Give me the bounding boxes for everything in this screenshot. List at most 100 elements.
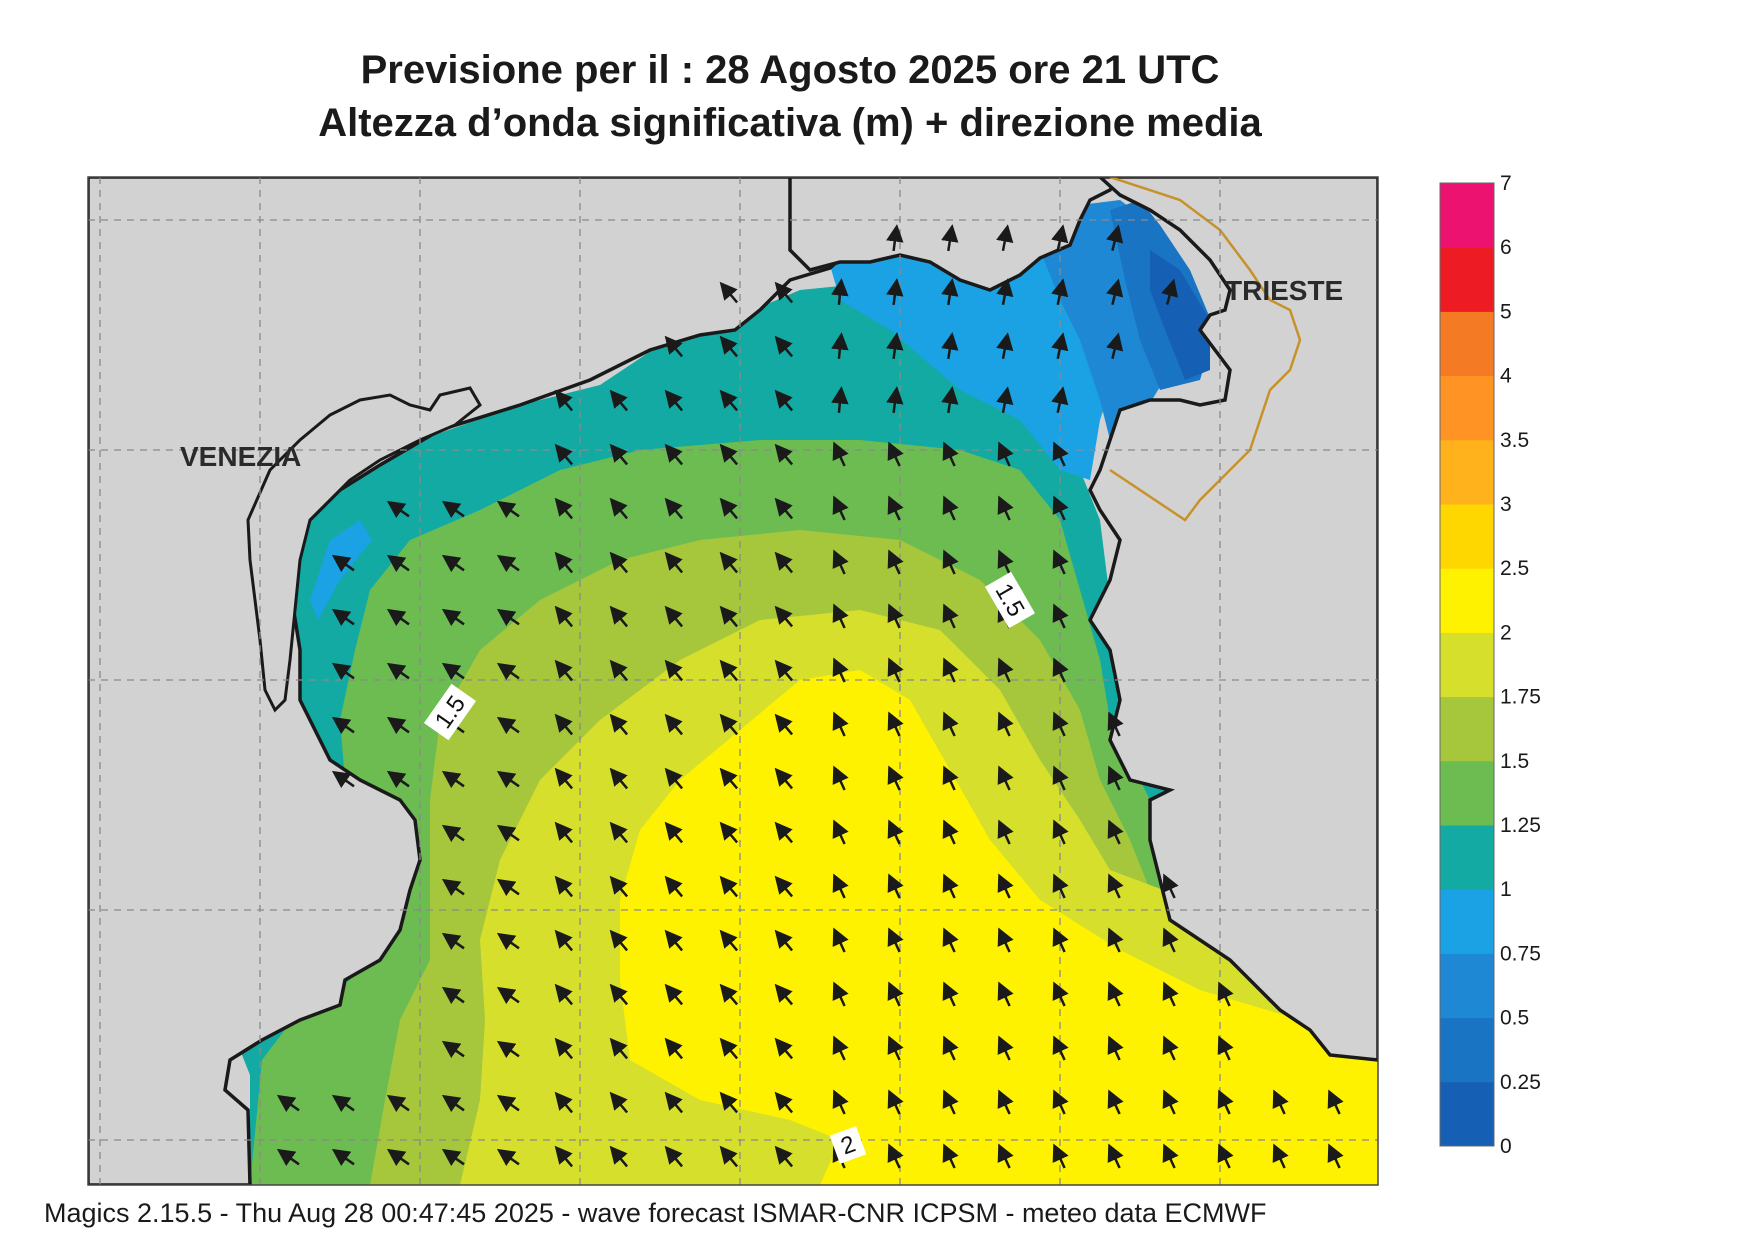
wave-direction-arrow	[609, 929, 629, 952]
wave-direction-arrow	[1052, 441, 1069, 467]
wave-direction-arrow	[441, 824, 465, 843]
wave-direction-arrow	[1106, 278, 1124, 305]
colorbar-level-label: 2	[1500, 621, 1512, 644]
wave-direction-arrow	[496, 500, 520, 519]
wave-direction-arrow	[496, 1094, 520, 1113]
wave-direction-arrow	[664, 929, 684, 952]
wave-direction-arrow	[997, 873, 1014, 899]
wave-direction-arrow	[774, 497, 794, 520]
wave-direction-arrow	[554, 767, 574, 790]
wave-direction-arrow	[331, 662, 355, 681]
wave-direction-arrow	[886, 332, 904, 360]
wave-direction-arrow	[609, 1091, 629, 1114]
wave-direction-arrow	[1052, 657, 1069, 683]
colorbar-level-label: 3.5	[1500, 429, 1529, 452]
wave-direction-arrow	[1272, 1143, 1289, 1169]
colorbar-frame	[1439, 182, 1495, 1147]
wave-direction-arrow	[1162, 927, 1179, 953]
wave-direction-arrow	[331, 1094, 355, 1113]
wave-direction-arrow	[886, 278, 904, 306]
colorbar-level-label: 3	[1500, 493, 1512, 516]
wave-direction-arrow	[386, 608, 410, 627]
wave-direction-arrow	[1052, 981, 1069, 1007]
wave-direction-arrow	[441, 500, 465, 519]
wave-direction-arrow	[496, 662, 520, 681]
wave-direction-arrow	[887, 927, 904, 953]
wave-direction-arrow	[1107, 1143, 1124, 1169]
wave-direction-arrow	[887, 603, 904, 629]
wave-direction-arrow	[942, 441, 959, 467]
wave-direction-arrow	[996, 278, 1014, 306]
wave-direction-arrow	[832, 927, 849, 953]
wave-direction-arrow	[774, 281, 794, 304]
wave-direction-arrow	[719, 605, 739, 628]
wave-direction-arrow	[887, 657, 904, 683]
wave-direction-arrow	[831, 386, 849, 414]
wave-direction-arrow	[1051, 386, 1069, 414]
colorbar-level-label: 0.5	[1500, 1007, 1529, 1030]
colorbar-swatch	[1440, 439, 1494, 505]
wave-direction-arrow	[496, 554, 520, 573]
wave-direction-arrow	[887, 549, 904, 575]
wave-direction-arrow	[1106, 332, 1124, 359]
wave-direction-arrow	[609, 551, 629, 574]
wave-direction-arrow	[997, 495, 1014, 521]
wave-direction-arrow	[609, 659, 629, 682]
wave-direction-arrow	[386, 1094, 410, 1113]
wave-direction-arrow	[386, 770, 410, 789]
wave-direction-arrow	[1052, 1089, 1069, 1115]
wave-direction-arrow	[997, 765, 1014, 791]
wave-direction-arrow	[774, 1037, 794, 1060]
colorbar-swatch	[1440, 568, 1494, 633]
wave-direction-arrow	[554, 713, 574, 736]
colorbar-swatch	[1440, 760, 1494, 826]
wave-direction-arrow	[886, 224, 904, 252]
city-label-venezia: VENEZIA	[180, 441, 301, 472]
wave-direction-arrow	[942, 549, 959, 575]
wave-direction-arrow	[719, 497, 739, 520]
wave-direction-arrow	[832, 981, 849, 1007]
wave-direction-arrow	[997, 1143, 1014, 1169]
colorbar-swatch	[1440, 953, 1494, 1019]
wave-direction-arrow	[719, 1091, 739, 1114]
wave-direction-arrow	[887, 981, 904, 1007]
wave-direction-arrow	[664, 605, 684, 628]
wave-direction-arrow	[719, 1145, 739, 1168]
wave-direction-arrows	[276, 224, 1344, 1169]
colorbar-swatch	[1440, 504, 1494, 569]
wave-direction-arrow	[719, 389, 739, 412]
wave-direction-arrow	[331, 770, 355, 789]
wave-direction-arrow	[774, 551, 794, 574]
wave-direction-arrow	[496, 1040, 520, 1059]
wave-direction-arrow	[1052, 819, 1069, 845]
wave-direction-arrow	[831, 332, 849, 360]
wave-direction-arrow	[496, 824, 520, 843]
wave-direction-arrow	[942, 711, 959, 737]
wave-direction-arrow	[774, 659, 794, 682]
wave-direction-arrow	[719, 767, 739, 790]
wave-direction-arrow	[609, 605, 629, 628]
wave-direction-arrow	[276, 1148, 300, 1167]
wave-direction-arrow	[887, 1089, 904, 1115]
wave-direction-arrow	[1107, 765, 1124, 791]
wave-direction-arrow	[609, 1037, 629, 1060]
wave-direction-arrow	[386, 662, 410, 681]
wave-direction-arrow	[441, 1148, 465, 1167]
wave-direction-arrow	[1162, 1035, 1179, 1061]
land-west	[88, 177, 852, 1185]
wave-direction-arrow	[1107, 819, 1124, 845]
wave-direction-arrow	[441, 554, 465, 573]
wave-direction-arrow	[609, 1145, 629, 1168]
wave-direction-arrow	[664, 659, 684, 682]
wave-direction-arrow	[1052, 495, 1069, 521]
wave-direction-arrow	[554, 659, 574, 682]
wave-direction-arrow	[997, 1089, 1014, 1115]
wave-direction-arrow	[609, 497, 629, 520]
wave-direction-arrow	[441, 608, 465, 627]
wave-direction-arrow	[997, 657, 1014, 683]
wave-direction-arrow	[942, 765, 959, 791]
wave-direction-arrow	[887, 1035, 904, 1061]
colorbar-level-label: 6	[1500, 236, 1512, 259]
wave-direction-arrow	[1052, 1035, 1069, 1061]
